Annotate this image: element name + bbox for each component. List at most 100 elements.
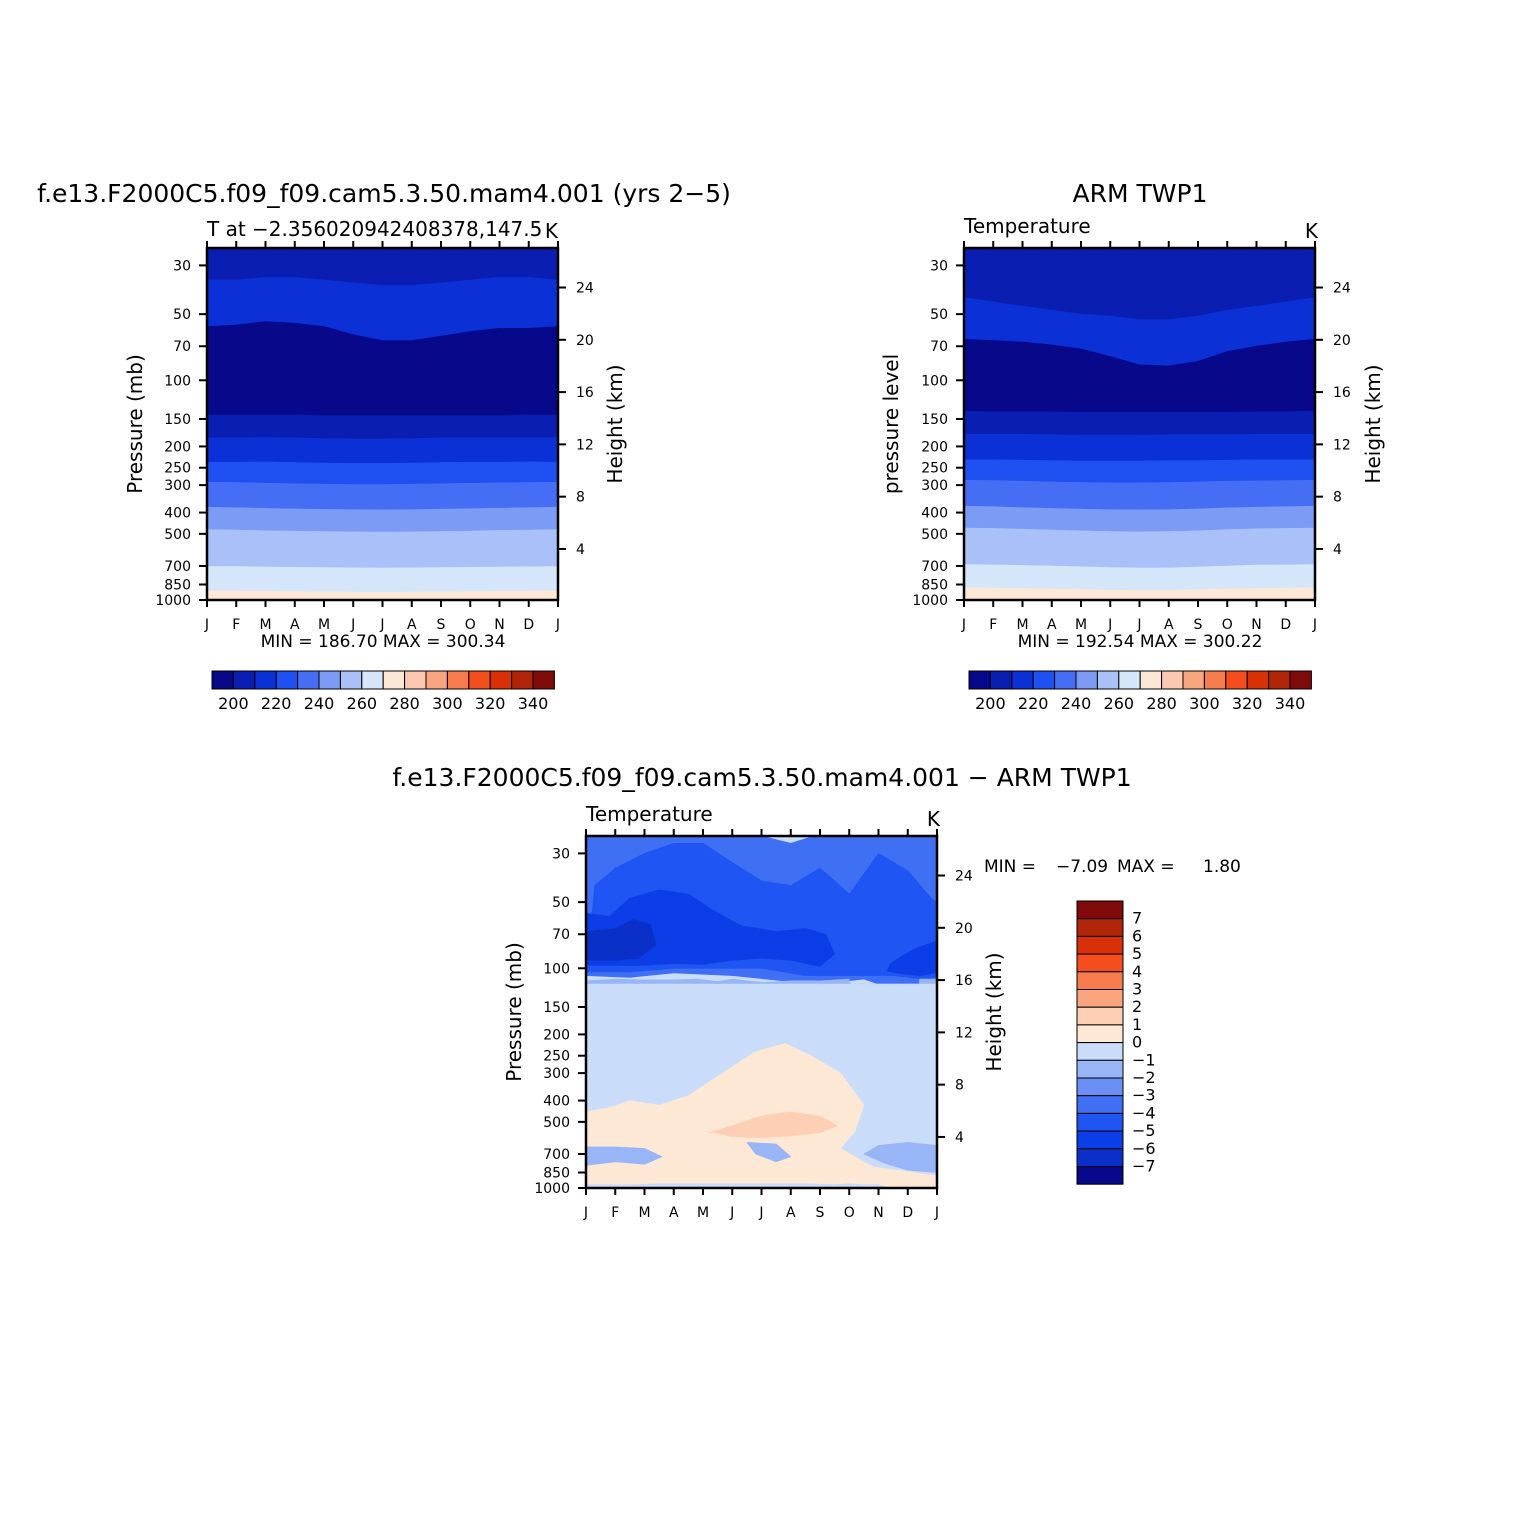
colorbar-box: [1076, 971, 1124, 990]
colorbar-label: 300: [1189, 694, 1220, 713]
x-tick-label: M: [259, 617, 271, 633]
colorbar-label: 6: [1132, 926, 1142, 945]
contour-region: [887, 940, 937, 976]
x-tick-label: S: [1194, 617, 1203, 633]
panel-diff-ylabel: Pressure (mb): [502, 942, 526, 1082]
contour-band: [964, 479, 1315, 511]
contour-band: [207, 414, 558, 440]
y-tick-label: 200: [921, 439, 948, 455]
panel-obs-title: ARM TWP1: [1073, 179, 1208, 208]
x-tick-label: M: [638, 1205, 650, 1221]
panel-obs-stats: MIN = 192.54 MAX = 300.22: [1018, 632, 1263, 652]
y-tick-label: 30: [552, 846, 570, 862]
contour-band: [964, 459, 1315, 484]
colorbar-box: [511, 670, 534, 690]
colorbar-box: [1182, 670, 1205, 690]
x-tick-label: A: [669, 1205, 679, 1221]
x-tick-label: A: [290, 617, 300, 633]
colorbar-label: −1: [1132, 1050, 1156, 1069]
x-tick-label: D: [902, 1205, 913, 1221]
colorbar-box: [1225, 670, 1248, 690]
y-tick-label: 700: [543, 1147, 570, 1163]
panel-model-ylabel: Pressure (mb): [123, 354, 147, 494]
x-tick-label: J: [729, 1205, 734, 1221]
y2-tick-label: 12: [576, 437, 594, 453]
y-tick-label: 50: [552, 895, 570, 911]
colorbar-label: 320: [475, 694, 506, 713]
colorbar-box: [1054, 670, 1077, 690]
contour-region: [746, 1142, 792, 1163]
y-tick-label: 30: [173, 258, 191, 274]
contour-band: [207, 481, 558, 511]
y-tick-label: 200: [164, 439, 191, 455]
y2-tick-label: 4: [1333, 542, 1342, 558]
x-tick-label: S: [437, 617, 446, 633]
y2-tick-label: 8: [955, 1078, 964, 1094]
panel-diff-units: K: [927, 807, 941, 831]
panel-obs-colorbar: 200 220 240 260 280 300 320 340: [968, 670, 1312, 713]
x-tick-label: A: [786, 1205, 796, 1221]
x-tick-label: J: [350, 617, 355, 633]
contour-region: [708, 1111, 838, 1138]
y-tick-label: 1000: [534, 1181, 570, 1197]
panel-obs-plot: [964, 248, 1315, 600]
panel-diff: f.e13.F2000C5.f09_f09.cam5.3.50.mam4.001…: [392, 763, 1241, 1221]
colorbar-box: [1075, 670, 1098, 690]
panel-diff-max-value: 1.80: [1203, 857, 1241, 877]
y-tick-label: 200: [543, 1027, 570, 1043]
y2-tick-label: 12: [1333, 437, 1351, 453]
colorbar-label: 220: [261, 694, 292, 713]
x-tick-label: J: [204, 617, 209, 633]
colorbar-box: [1076, 1042, 1124, 1061]
colorbar-box: [446, 670, 470, 690]
colorbar-box: [1076, 1112, 1124, 1132]
x-tick-label: J: [1312, 617, 1317, 633]
panel-diff-title: f.e13.F2000C5.f09_f09.cam5.3.50.mam4.001…: [392, 763, 1131, 792]
colorbar-label: 340: [518, 694, 549, 713]
colorbar-box: [1076, 1059, 1124, 1079]
y-tick-label: 70: [173, 339, 191, 355]
x-tick-label: A: [407, 617, 417, 633]
y-tick-label: 400: [543, 1094, 570, 1110]
contour-band: [207, 590, 558, 600]
contour-band: [964, 433, 1315, 462]
contour-band: [964, 587, 1315, 600]
colorbar-box: [1076, 900, 1124, 920]
x-tick-label: O: [465, 617, 476, 633]
panel-diff-min-value: −7.09: [1056, 857, 1108, 877]
colorbar-box: [1032, 670, 1056, 690]
y2-tick-label: 16: [955, 973, 973, 989]
panel-model-left-label: T at −2.356020942408378,147.5: [206, 217, 542, 241]
colorbar-label: 7: [1132, 909, 1142, 928]
contour-region: [586, 919, 657, 961]
y2-tick-label: 16: [1333, 385, 1351, 401]
colorbar-label: 2: [1132, 997, 1142, 1016]
colorbar-box: [275, 670, 299, 690]
colorbar-label: 240: [304, 694, 335, 713]
colorbar-box: [318, 670, 341, 690]
x-tick-label: D: [523, 617, 534, 633]
y-tick-label: 30: [930, 258, 948, 274]
y-tick-label: 850: [543, 1165, 570, 1181]
colorbar-box: [1076, 953, 1124, 973]
panel-model-plot: [207, 248, 558, 600]
colorbar-label: 260: [347, 694, 378, 713]
y-tick-label: 150: [543, 1000, 570, 1016]
panel-model-units: K: [545, 219, 559, 243]
contour-band: [207, 461, 558, 485]
y2-tick-label: 20: [955, 921, 973, 937]
y-tick-label: 250: [164, 461, 191, 477]
colorbar-label: −6: [1132, 1139, 1156, 1158]
colorbar-box: [211, 670, 234, 690]
colorbar-label: −7: [1132, 1157, 1156, 1176]
colorbar-box: [1076, 1077, 1124, 1097]
colorbar-label: 300: [432, 694, 463, 713]
y-tick-label: 50: [173, 307, 191, 323]
y2-tick-label: 4: [955, 1130, 964, 1146]
colorbar-box: [382, 670, 406, 690]
x-tick-label: D: [1280, 617, 1291, 633]
colorbar-box: [232, 670, 256, 690]
contour-band: [207, 506, 558, 533]
panel-model-y2label: Height (km): [603, 364, 627, 483]
colorbar-box: [1139, 670, 1163, 690]
